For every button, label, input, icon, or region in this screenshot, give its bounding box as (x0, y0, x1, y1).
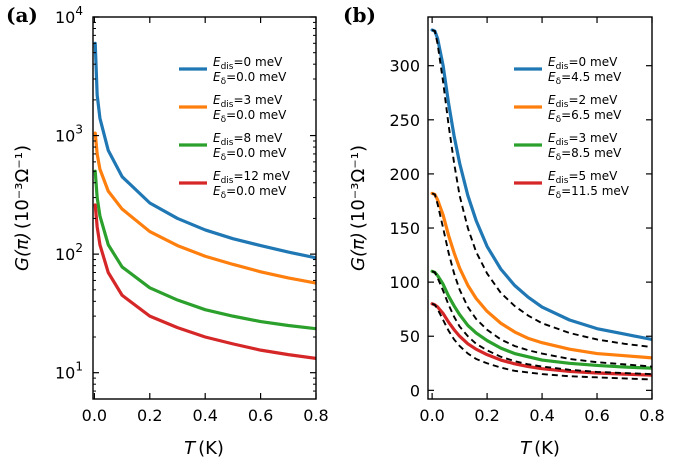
panel-a-legend-line1-3: Edis=12 meV (213, 169, 291, 186)
panel-b-legend-line2-3: Eδ=11.5 meV (548, 184, 630, 201)
panel-b-fit-line-3 (431, 302, 652, 381)
panel-a-legend-line2-0: Eδ=0.0 meV (213, 70, 287, 87)
panel-b-frame (427, 16, 653, 400)
panel-b-y-ticks: 0 50 100 150 200 250 300 (389, 57, 652, 400)
panel-b-y-axis-label: G(π) (10⁻³Ω⁻¹) (348, 145, 369, 271)
panel-a-legend-line2-1: Eδ=0.0 meV (213, 108, 287, 125)
panel-a-series-line-3 (93, 203, 316, 360)
panel-b: (b) 0.0 0.2 0.4 0.6 0.8 0 50 100 150 200 250 300 E… (343, 3, 665, 459)
panel-b-y-tick-label: 50 (400, 327, 420, 346)
panel-b-x-axis-label: T (K) (520, 438, 560, 459)
panel-b-fit-line-2 (431, 270, 652, 376)
panel-a: (a) 0.0 0.2 0.4 0.6 0.8 101 102 103 104 Edis=0 … (6, 3, 329, 459)
panel-b-legend-line2-2: Eδ=8.5 meV (548, 146, 622, 163)
panel-b-fit-line-1 (431, 192, 652, 368)
panel-b-series-line-3 (430, 302, 652, 377)
panel-a-x-tick-label: 0.0 (82, 406, 107, 425)
panel-a-x-ticks: 0.0 0.2 0.4 0.6 0.8 (82, 17, 329, 425)
panel-a-label: (a) (6, 3, 38, 27)
panel-b-x-ticks: 0.0 0.2 0.4 0.6 0.8 (419, 17, 665, 425)
panel-a-y-tick-label: 104 (55, 4, 83, 27)
panel-b-series-group (430, 28, 652, 381)
panel-b-series-line-0 (430, 28, 652, 342)
panel-b-x-unit: (K) (534, 438, 560, 459)
panel-a-series-line-1 (93, 131, 316, 285)
panel-b-y-tick-label: 100 (389, 273, 420, 292)
panel-a-series-group (93, 41, 316, 360)
panel-b-y-tick-label: 0 (410, 381, 420, 400)
panel-b-legend-line2-1: Eδ=6.5 meV (548, 108, 622, 125)
panel-b-series-line-2 (430, 269, 652, 370)
panel-a-x-tick-label: 0.8 (303, 406, 328, 425)
panel-b-x-tick-label: 0.6 (584, 406, 609, 425)
panel-b-y-tick-label: 150 (389, 219, 420, 238)
panel-b-fit-line-0 (431, 29, 652, 349)
panel-a-y-ticks: 101 102 103 104 (55, 4, 316, 400)
panel-a-x-unit: (K) (198, 438, 224, 459)
panel-a-y-unit: (10⁻³Ω⁻¹) (12, 145, 33, 229)
panel-a-y-axis-label: G(π) (10⁻³Ω⁻¹) (12, 145, 33, 271)
panel-b-plot (430, 28, 652, 381)
panel-b-legend-line2-0: Eδ=4.5 meV (548, 70, 622, 87)
panel-b-x-tick-label: 0.0 (419, 406, 444, 425)
panel-b-x-tick-label: 0.2 (474, 406, 499, 425)
panel-b-x-tick-label: 0.8 (639, 406, 664, 425)
panel-a-plot (93, 41, 316, 360)
panel-b-y-var: G(π) (348, 232, 369, 271)
panel-b-legend-line1-0: Edis=0 meV (548, 55, 618, 72)
panel-b-x-tick-label: 0.4 (529, 406, 554, 425)
panel-a-frame (92, 16, 317, 400)
panel-a-legend-line1-1: Edis=3 meV (213, 93, 283, 110)
panel-a-x-tick-label: 0.4 (192, 406, 217, 425)
panel-a-y-tick-label: 102 (55, 241, 83, 264)
panel-b-legend-line1-1: Edis=2 meV (548, 93, 618, 110)
panel-a-x-tick-label: 0.6 (248, 406, 273, 425)
panel-a-legend-line2-2: Eδ=0.0 meV (213, 146, 287, 163)
panel-a-legend-line2-3: Eδ=0.0 meV (213, 184, 287, 201)
panel-a-y-tick-label: 103 (55, 123, 83, 146)
panel-b-legend-line1-2: Edis=3 meV (548, 131, 618, 148)
panel-b-y-tick-label: 250 (389, 111, 420, 130)
panel-b-x-var: T (520, 438, 533, 459)
panel-a-x-var: T (184, 438, 197, 459)
panel-a-series-line-2 (93, 169, 316, 331)
panel-a-series-line-0 (93, 41, 316, 260)
panel-b-y-tick-label: 300 (389, 57, 420, 76)
panel-a-legend-line1-2: Edis=8 meV (213, 131, 283, 148)
panel-a-y-var: G(π) (12, 232, 33, 271)
panel-b-series-line-1 (430, 191, 652, 360)
panel-a-legend-line1-0: Edis=0 meV (213, 55, 283, 72)
panel-b-label: (b) (343, 3, 376, 27)
panel-a-y-tick-label: 101 (55, 360, 83, 383)
panel-b-y-tick-label: 200 (389, 165, 420, 184)
panel-a-x-tick-label: 0.2 (137, 406, 162, 425)
panel-a-x-axis-label: T (K) (184, 438, 224, 459)
panel-b-y-unit: (10⁻³Ω⁻¹) (348, 145, 369, 229)
panel-b-legend-line1-3: Edis=5 meV (548, 169, 618, 186)
